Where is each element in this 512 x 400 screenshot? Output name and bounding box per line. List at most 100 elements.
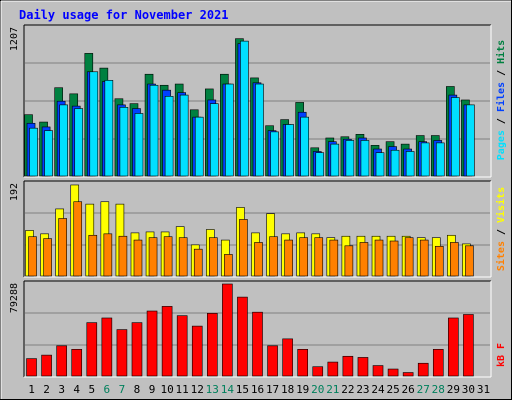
x-tick-label: 9 <box>149 383 156 396</box>
bar-pages-day-10 <box>164 95 174 177</box>
bar-kb-f-day-3 <box>56 345 67 377</box>
bar-sites-day-5 <box>88 234 98 277</box>
bar-kb-f-day-21 <box>327 361 339 377</box>
bar-pages-day-15 <box>240 40 249 177</box>
bar-kb-f-day-12 <box>191 325 203 377</box>
bar-pages-day-27 <box>420 142 430 177</box>
x-tick-label: 8 <box>134 383 141 396</box>
x-tick-label: 7 <box>119 383 126 396</box>
bar-pages-day-14 <box>225 83 234 177</box>
x-tick-label: 17 <box>266 383 279 396</box>
bar-sites-day-9 <box>148 237 158 277</box>
x-tick-label: 23 <box>356 383 369 396</box>
bar-kb-f-day-9 <box>146 310 158 377</box>
bar-kb-f-day-11 <box>176 315 188 377</box>
bar-pages-day-18 <box>285 124 294 177</box>
bar-sites-day-27 <box>419 239 429 277</box>
bar-kb-f-day-29 <box>448 317 459 377</box>
bar-sites-day-19 <box>299 237 308 277</box>
bar-kb-f-day-14 <box>222 283 233 377</box>
x-tick-label: 24 <box>371 383 385 396</box>
bar-sites-day-23 <box>359 242 369 277</box>
x-tick-label: 29 <box>447 383 460 396</box>
bar-sites-day-15 <box>239 219 248 277</box>
x-tick-label: 18 <box>281 383 294 396</box>
bar-kb-f-day-7 <box>116 329 128 377</box>
bar-kb-f-day-25 <box>387 368 399 377</box>
bar-kb-f-day-24 <box>372 365 384 377</box>
series-legend: Sites / Visits <box>495 187 507 271</box>
bar-pages-day-24 <box>375 152 385 177</box>
bar-pages-day-23 <box>360 140 370 177</box>
bar-pages-day-13 <box>210 103 219 177</box>
bar-pages-day-4 <box>74 108 84 177</box>
x-tick-label: 27 <box>417 383 430 396</box>
bar-kb-f-day-5 <box>86 322 98 377</box>
bar-sites-day-11 <box>178 237 188 277</box>
bar-sites-day-8 <box>133 239 143 277</box>
bar-pages-day-16 <box>255 83 264 177</box>
bar-kb-f-day-20 <box>312 366 324 377</box>
x-tick-label: 16 <box>251 383 264 396</box>
x-tick-label: 14 <box>221 383 235 396</box>
x-tick-label: 10 <box>160 383 173 396</box>
x-tick-label: 1 <box>28 383 35 396</box>
bar-sites-day-29 <box>450 242 459 277</box>
bar-kb-f-day-17 <box>267 345 278 377</box>
bar-sites-day-18 <box>284 239 293 277</box>
x-tick-label: 20 <box>311 383 324 396</box>
bar-kb-f-day-13 <box>207 313 218 377</box>
x-tick-label: 3 <box>58 383 65 396</box>
bar-pages-day-7 <box>119 107 129 177</box>
bar-kb-f-day-6 <box>101 317 113 377</box>
bar-kb-f-day-2 <box>41 354 52 377</box>
bar-pages-day-2 <box>44 130 53 177</box>
y-max-label: 79288 <box>9 283 20 313</box>
bar-kb-f-day-8 <box>131 322 143 377</box>
bar-pages-day-30 <box>466 104 475 177</box>
bar-pages-day-1 <box>29 127 38 177</box>
x-tick-label: 5 <box>88 383 95 396</box>
bar-pages-day-29 <box>451 97 460 177</box>
bar-kb-f-day-4 <box>71 349 83 377</box>
bar-sites-day-21 <box>329 239 339 277</box>
x-tick-label: 15 <box>236 383 249 396</box>
bar-sites-day-17 <box>269 236 278 277</box>
bar-kb-f-day-15 <box>237 296 248 377</box>
bar-kb-f-day-23 <box>357 357 369 377</box>
bar-sites-day-10 <box>163 236 173 277</box>
bar-kb-f-day-27 <box>417 362 429 377</box>
x-tick-label: 12 <box>191 383 204 396</box>
bar-sites-day-7 <box>118 235 128 277</box>
x-tick-label: 28 <box>432 383 445 396</box>
bar-kb-f-day-19 <box>297 349 308 377</box>
bar-sites-day-22 <box>344 245 354 277</box>
bar-sites-day-25 <box>389 240 399 277</box>
bar-kb-f-day-18 <box>282 338 293 377</box>
bar-sites-day-16 <box>254 242 263 277</box>
bar-sites-day-3 <box>58 218 67 277</box>
bar-kb-f-day-28 <box>432 349 444 377</box>
bar-pages-day-26 <box>405 151 415 177</box>
x-tick-label: 25 <box>386 383 399 396</box>
bar-sites-day-13 <box>209 237 218 277</box>
chart-title: Daily usage for November 2021 <box>19 8 229 22</box>
bar-kb-f-day-10 <box>161 306 173 377</box>
bar-sites-day-26 <box>404 237 414 277</box>
x-tick-label: 30 <box>462 383 475 396</box>
bar-pages-day-11 <box>179 94 189 177</box>
bar-sites-day-1 <box>28 236 37 277</box>
bar-sites-day-2 <box>43 238 52 277</box>
bar-pages-day-28 <box>435 142 445 177</box>
bar-pages-day-19 <box>300 116 309 177</box>
bar-kb-f-day-16 <box>252 311 263 377</box>
bar-kb-f-day-30 <box>463 314 474 377</box>
x-tick-label: 26 <box>402 383 415 396</box>
bar-pages-day-8 <box>134 113 144 177</box>
x-tick-label: 21 <box>326 383 339 396</box>
x-tick-label: 2 <box>43 383 50 396</box>
bar-pages-day-6 <box>104 80 114 177</box>
bar-kb-f-day-26 <box>402 372 414 377</box>
